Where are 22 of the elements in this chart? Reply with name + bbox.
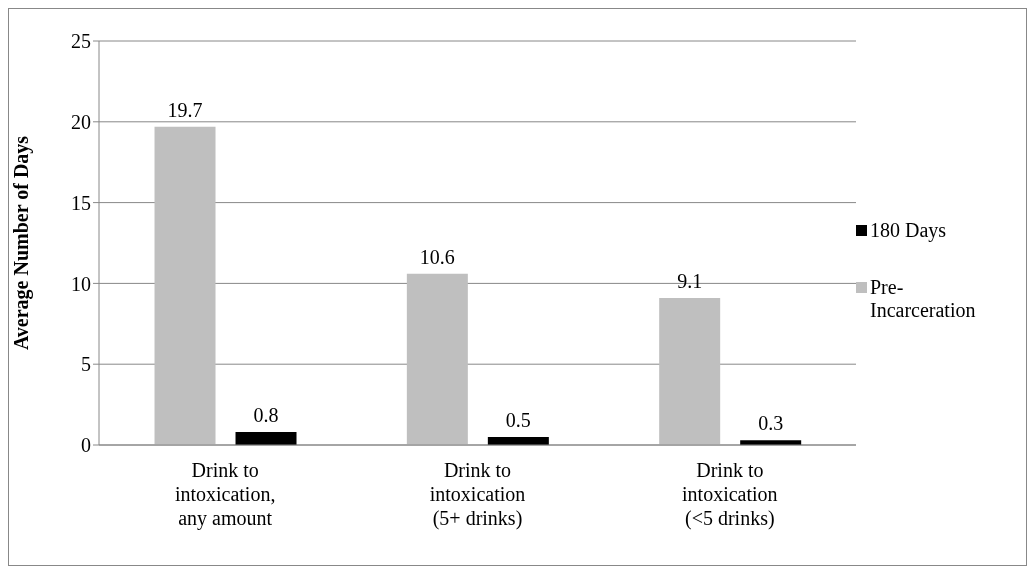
bar	[235, 432, 297, 445]
legend-label: Pre-Incarceration	[870, 275, 977, 322]
x-tick-label: Drink to intoxication (5+ drinks)	[429, 459, 526, 530]
y-tick-label: 25	[71, 30, 91, 53]
bar	[406, 273, 468, 445]
y-tick-label: 0	[81, 434, 91, 457]
bar	[659, 297, 721, 445]
data-label: 0.5	[505, 408, 531, 431]
data-label: 9.1	[677, 269, 703, 292]
data-label: 19.7	[167, 98, 203, 121]
data-label: 0.8	[253, 404, 279, 427]
y-tick-label: 20	[71, 110, 91, 133]
legend-label: 180 Days	[870, 218, 947, 242]
data-label: 0.3	[758, 412, 784, 435]
y-axis-title: Average Number of Days	[10, 135, 34, 351]
x-tick-label: Drink to intoxication (<5 drinks)	[682, 459, 778, 530]
y-tick-label: 5	[81, 353, 91, 376]
y-tick-label: 10	[71, 272, 91, 295]
bar	[154, 126, 216, 445]
y-tick-label: 15	[71, 191, 91, 214]
data-label: 10.6	[419, 245, 455, 268]
x-tick-label: Drink to intoxication, any amount	[174, 459, 276, 530]
